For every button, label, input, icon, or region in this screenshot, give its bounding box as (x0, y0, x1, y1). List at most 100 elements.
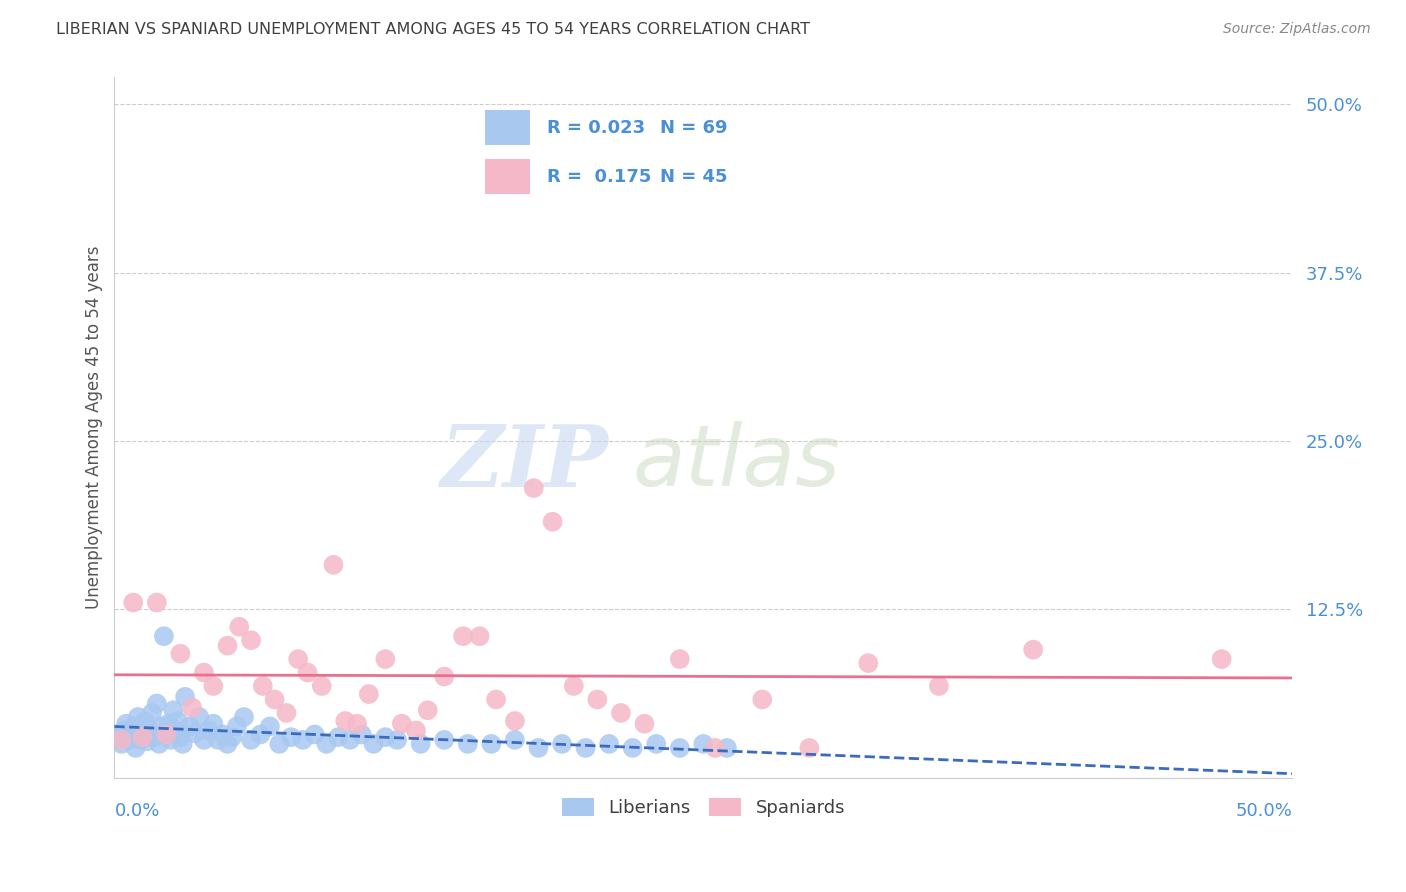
Point (669, 652, 692, 666)
Point (155, 727, 177, 741)
Point (181, 700, 204, 714)
Point (183, 726, 205, 740)
Point (252, 679, 274, 693)
Point (207, 732, 229, 747)
Point (127, 710, 149, 724)
Point (146, 697, 169, 711)
Point (108, 730, 131, 744)
Point (124, 740, 146, 755)
Point (291, 732, 314, 747)
Point (669, 740, 692, 755)
Point (263, 692, 285, 706)
Point (716, 740, 738, 755)
Point (304, 727, 326, 741)
Point (363, 737, 385, 751)
Point (858, 656, 880, 670)
Point (328, 730, 350, 744)
Point (150, 719, 173, 733)
Text: atlas: atlas (633, 421, 841, 504)
Point (276, 706, 298, 720)
Text: ZIP: ZIP (441, 421, 609, 504)
Point (193, 732, 215, 747)
Point (457, 737, 479, 751)
Point (527, 740, 550, 755)
Point (523, 481, 546, 495)
Point (357, 687, 380, 701)
Point (416, 703, 439, 717)
Point (385, 732, 408, 747)
Text: 50.0%: 50.0% (1236, 802, 1292, 820)
Point (122, 595, 145, 609)
Point (117, 732, 139, 747)
Point (134, 714, 156, 728)
Point (129, 732, 152, 747)
Point (217, 737, 239, 751)
Point (751, 692, 773, 706)
Text: Source: ZipAtlas.com: Source: ZipAtlas.com (1223, 22, 1371, 37)
Point (551, 737, 574, 751)
Point (228, 620, 250, 634)
Point (122, 719, 145, 733)
Point (115, 716, 138, 731)
Text: LIBERIAN VS SPANIARD UNEMPLOYMENT AMONG AGES 45 TO 54 YEARS CORRELATION CHART: LIBERIAN VS SPANIARD UNEMPLOYMENT AMONG … (56, 22, 810, 37)
Point (315, 737, 337, 751)
Point (928, 679, 950, 693)
Point (221, 730, 243, 744)
Point (202, 716, 225, 731)
Point (172, 737, 194, 751)
Point (110, 737, 132, 751)
Point (479, 737, 502, 751)
Point (120, 727, 142, 741)
Point (468, 629, 491, 643)
Point (249, 727, 271, 741)
Point (240, 732, 263, 747)
Point (157, 716, 180, 731)
Point (162, 703, 184, 717)
Point (335, 714, 357, 728)
Point (374, 730, 396, 744)
Point (621, 740, 644, 755)
Point (704, 740, 727, 755)
Point (174, 690, 197, 704)
Point (233, 710, 256, 724)
Point (503, 714, 526, 728)
Point (374, 652, 396, 666)
Text: 0.0%: 0.0% (114, 802, 160, 820)
Point (433, 669, 456, 683)
Point (153, 629, 176, 643)
Point (322, 558, 344, 572)
Point (1211, 652, 1233, 666)
Point (633, 716, 655, 731)
Point (350, 727, 373, 741)
Point (197, 723, 219, 738)
Point (155, 727, 177, 741)
Point (610, 706, 633, 720)
Point (110, 732, 132, 747)
Point (799, 740, 821, 755)
Point (346, 716, 368, 731)
Point (269, 737, 291, 751)
Point (280, 730, 302, 744)
Point (339, 732, 361, 747)
Point (433, 732, 456, 747)
Point (202, 679, 225, 693)
Point (287, 652, 309, 666)
Point (188, 710, 211, 724)
Point (148, 737, 170, 751)
Point (586, 692, 609, 706)
Point (169, 647, 191, 661)
Point (259, 719, 281, 733)
Point (131, 726, 153, 740)
Point (503, 732, 526, 747)
Point (217, 639, 239, 653)
Point (165, 723, 187, 738)
Point (226, 719, 249, 733)
Point (574, 740, 596, 755)
Y-axis label: Unemployment Among Ages 45 to 54 years: Unemployment Among Ages 45 to 54 years (86, 246, 103, 609)
Legend: Liberians, Spaniards: Liberians, Spaniards (554, 790, 852, 824)
Point (391, 716, 413, 731)
Point (131, 730, 153, 744)
Point (139, 723, 162, 738)
Point (136, 734, 159, 748)
Point (141, 706, 163, 720)
